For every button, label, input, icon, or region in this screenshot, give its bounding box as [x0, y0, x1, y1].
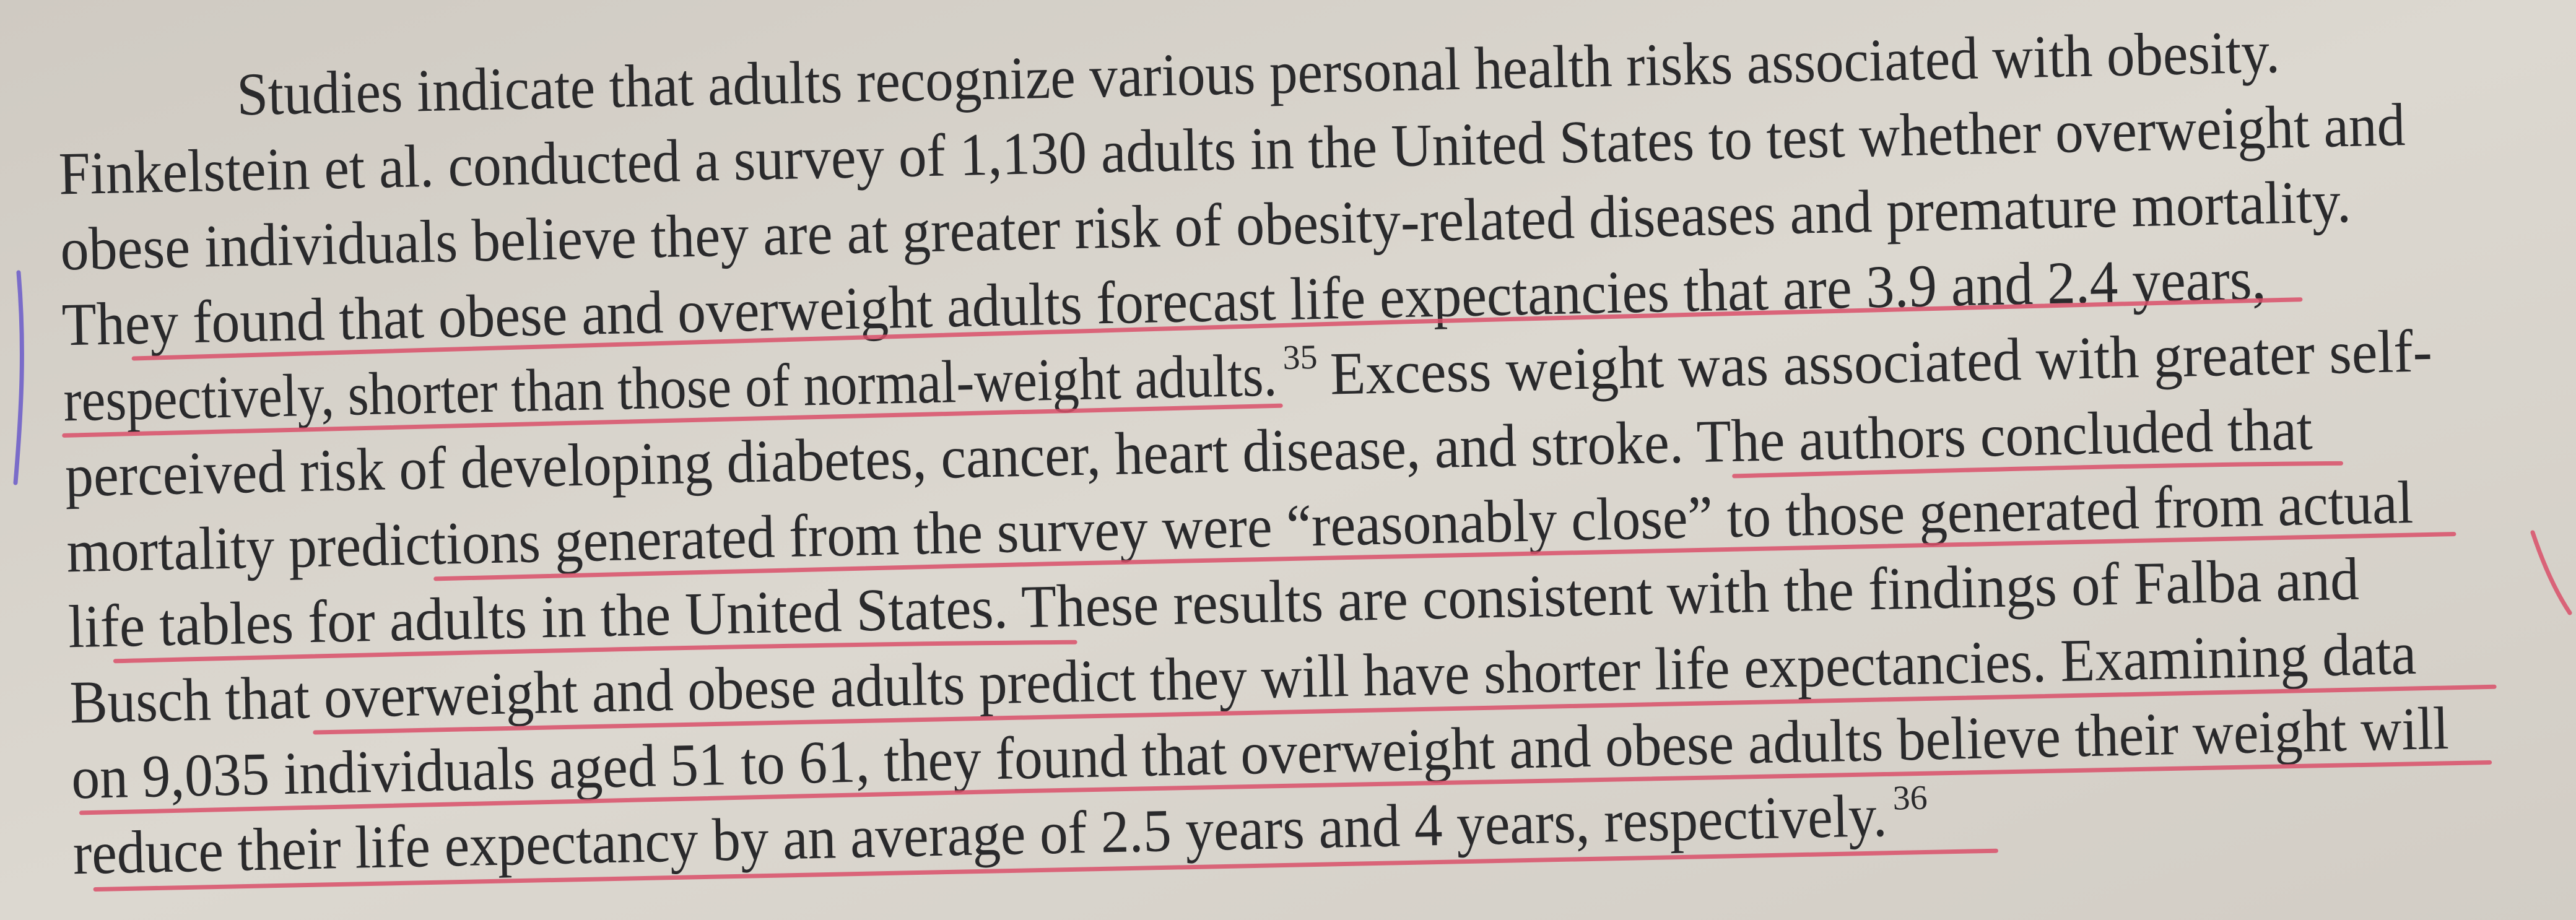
- pen-underline: [62, 403, 1283, 438]
- paragraph: Studies indicate that adults recognize v…: [58, 19, 2497, 892]
- pen-underline: [131, 297, 2303, 361]
- pen-underline: [113, 640, 1077, 664]
- pen-underline: [1732, 461, 2343, 479]
- footnote-ref: 35: [1282, 338, 1318, 377]
- pen-underline: [433, 532, 2456, 581]
- pen-underline: [93, 848, 1998, 892]
- margin-bracket: [13, 270, 24, 485]
- footnote-ref: 36: [1892, 779, 1928, 818]
- margin-tick: [2530, 530, 2572, 615]
- pen-underline: [79, 760, 2492, 815]
